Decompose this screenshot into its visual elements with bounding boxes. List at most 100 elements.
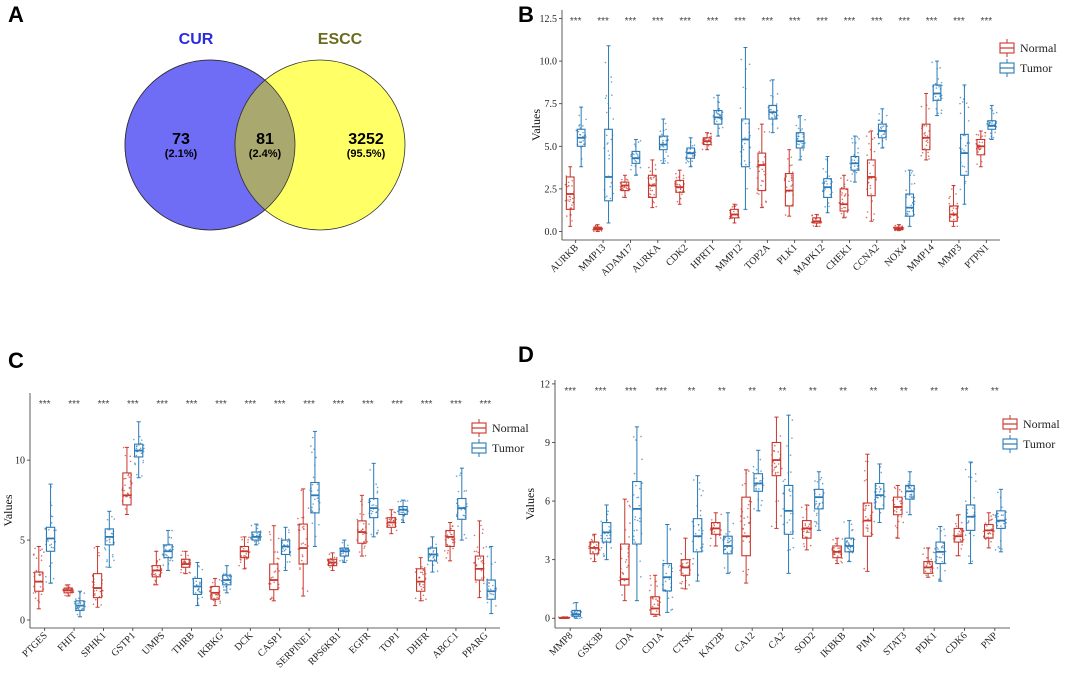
data-point [961, 165, 964, 167]
data-point [35, 569, 38, 572]
data-point [965, 170, 967, 173]
data-point [709, 529, 712, 531]
data-point [129, 460, 132, 463]
data-point [280, 537, 283, 540]
data-point [269, 533, 271, 536]
data-point [743, 523, 746, 526]
data-point [991, 123, 993, 125]
data-point [834, 542, 837, 545]
data-point [571, 197, 574, 200]
data-point [840, 186, 843, 189]
data-point [65, 585, 68, 587]
data-point [466, 505, 468, 508]
data-point [640, 576, 642, 578]
data-point [758, 170, 761, 173]
data-point [873, 137, 876, 139]
data-point [921, 151, 924, 154]
data-point [856, 136, 859, 138]
data-point [959, 538, 962, 541]
legend-label-normal: Normal [492, 421, 529, 435]
data-point [735, 204, 738, 206]
x-tick-label: CA2 [766, 630, 787, 651]
data-point [224, 573, 227, 575]
data-point [665, 572, 667, 575]
data-point [136, 445, 138, 447]
data-point [879, 488, 882, 490]
data-point [400, 511, 402, 514]
tumor-box [658, 135, 668, 151]
data-point [256, 532, 258, 535]
data-point [637, 141, 640, 143]
data-point [608, 157, 610, 160]
data-point [664, 580, 667, 583]
data-point [160, 569, 163, 572]
data-point [312, 436, 314, 439]
significance-label: *** [789, 16, 801, 27]
data-point [698, 488, 701, 490]
tumor-box [844, 537, 855, 553]
data-point [745, 163, 747, 166]
data-point [872, 218, 875, 221]
data-point [625, 186, 628, 189]
data-point [482, 528, 484, 531]
data-point [311, 506, 313, 509]
data-point [970, 476, 973, 479]
data-point [789, 454, 792, 456]
data-point [667, 597, 670, 600]
data-point [395, 529, 398, 532]
data-point [827, 202, 830, 204]
data-point [594, 225, 597, 227]
data-point [796, 143, 799, 145]
tumor-box [935, 541, 946, 565]
data-point [315, 456, 317, 459]
data-point [902, 227, 905, 229]
data-point [211, 594, 214, 596]
data-point [883, 133, 886, 135]
data-point [906, 212, 908, 215]
data-point [76, 607, 79, 609]
data-point [687, 160, 690, 163]
data-point [488, 582, 490, 584]
venn-right-count: 3252 [348, 131, 384, 148]
x-tick-label: SOD2 [792, 630, 817, 655]
data-point [610, 138, 613, 141]
data-point [951, 209, 954, 212]
data-point [938, 85, 940, 88]
data-point [758, 488, 760, 490]
data-point [457, 490, 460, 493]
significance-label: *** [953, 16, 965, 27]
data-point [841, 207, 843, 210]
data-point [959, 102, 961, 105]
data-point [863, 567, 865, 570]
data-point [1000, 514, 1003, 516]
significance-label: *** [215, 399, 227, 410]
data-point [567, 199, 569, 201]
data-point [815, 502, 818, 505]
data-point [271, 596, 273, 599]
data-point [300, 489, 303, 492]
data-point [649, 577, 652, 580]
data-point [821, 182, 824, 184]
data-point [128, 487, 131, 489]
significance-label: ** [930, 386, 938, 397]
data-point [841, 538, 844, 540]
data-point [240, 555, 243, 557]
data-point [699, 509, 702, 512]
normal-box [953, 527, 964, 543]
data-point [804, 536, 807, 538]
data-point [789, 490, 791, 493]
data-point [939, 67, 941, 69]
data-point [153, 573, 156, 576]
x-tick-label: ABCC1 [430, 630, 461, 661]
data-point [746, 573, 749, 576]
data-point [446, 552, 449, 554]
data-point [797, 127, 800, 130]
y-tick-label: 3 [545, 555, 550, 566]
data-point [250, 524, 253, 527]
data-point [75, 598, 77, 600]
data-point [50, 543, 53, 546]
data-point [341, 541, 344, 544]
data-point [491, 593, 493, 595]
data-point [732, 522, 735, 525]
data-point [786, 521, 789, 524]
